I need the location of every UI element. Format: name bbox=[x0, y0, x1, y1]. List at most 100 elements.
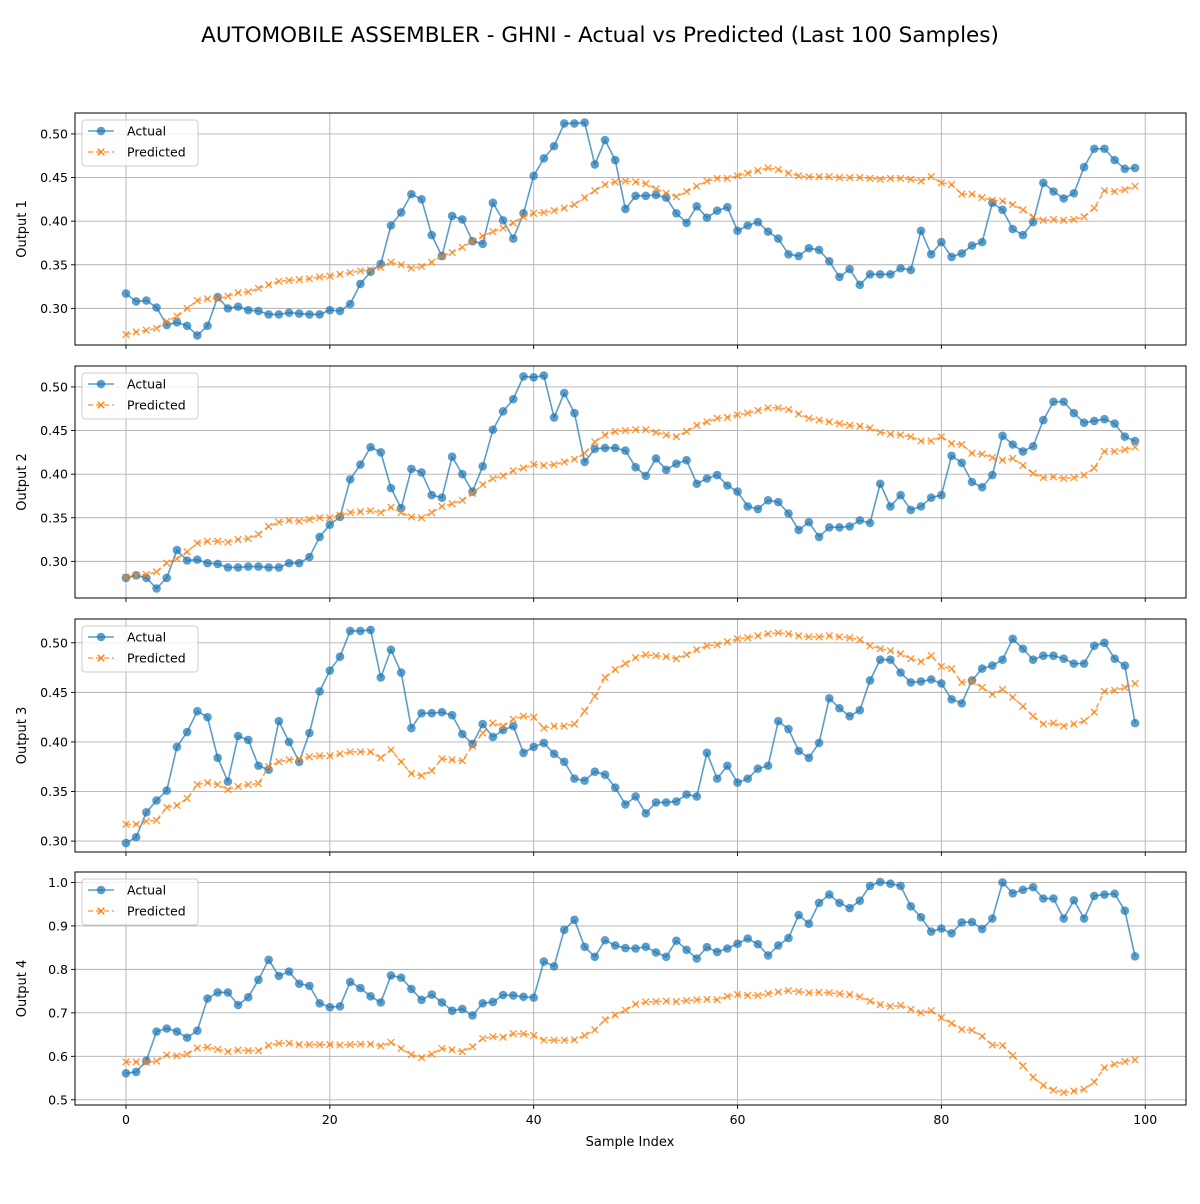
actual-point bbox=[845, 522, 854, 531]
predicted-point bbox=[1039, 216, 1048, 225]
predicted-point bbox=[336, 270, 344, 279]
predicted-point bbox=[458, 496, 467, 505]
actual-point bbox=[529, 171, 538, 181]
predicted-point bbox=[1029, 469, 1037, 478]
actual-point bbox=[386, 971, 396, 980]
predicted-point bbox=[183, 794, 191, 803]
predicted-point bbox=[336, 1041, 344, 1049]
predicted-point bbox=[733, 635, 742, 643]
actual-point bbox=[712, 470, 722, 480]
predicted-point bbox=[478, 232, 487, 240]
predicted-point bbox=[1070, 1087, 1078, 1095]
predicted-point bbox=[489, 1032, 497, 1041]
predicted-point bbox=[162, 803, 171, 812]
actual-point bbox=[478, 462, 488, 471]
actual-point bbox=[1110, 419, 1119, 428]
actual-point bbox=[1089, 416, 1099, 426]
predicted-point bbox=[336, 750, 344, 758]
actual-point bbox=[305, 310, 314, 319]
actual-point bbox=[488, 732, 498, 742]
actual-point bbox=[906, 678, 916, 687]
actual-point bbox=[763, 951, 773, 960]
predicted-point bbox=[907, 175, 915, 184]
actual-point bbox=[957, 918, 967, 927]
actual-point bbox=[437, 493, 447, 502]
predicted-point bbox=[1110, 187, 1119, 196]
actual-point bbox=[723, 481, 732, 490]
actual-point bbox=[937, 924, 946, 933]
actual-point bbox=[1039, 651, 1048, 660]
actual-point bbox=[305, 728, 314, 738]
actual-point bbox=[407, 723, 416, 733]
actual-point bbox=[733, 778, 742, 787]
actual-point bbox=[243, 735, 253, 745]
plot-frame bbox=[74, 365, 1187, 599]
actual-point bbox=[539, 154, 549, 163]
predicted-point bbox=[764, 630, 772, 638]
predicted-point bbox=[570, 720, 579, 728]
predicted-point bbox=[641, 425, 650, 434]
actual-point bbox=[702, 748, 712, 758]
predicted-point bbox=[458, 756, 467, 765]
predicted-point bbox=[264, 522, 273, 531]
actual-point bbox=[967, 917, 977, 927]
predicted-point bbox=[1039, 1081, 1048, 1090]
predicted-point bbox=[132, 820, 140, 829]
y-axis-label: Output 1 bbox=[15, 200, 30, 258]
actual-point bbox=[621, 943, 630, 953]
y-tick-label: 0.8 bbox=[48, 962, 68, 977]
actual-point bbox=[916, 677, 926, 686]
predicted-point bbox=[866, 424, 874, 432]
actual-point bbox=[1069, 659, 1079, 668]
predicted-point bbox=[845, 990, 854, 999]
predicted-point bbox=[173, 801, 181, 810]
actual-point bbox=[1130, 436, 1140, 446]
predicted-point bbox=[397, 1044, 405, 1053]
actual-point bbox=[600, 443, 610, 453]
predicted-point bbox=[376, 263, 385, 272]
predicted-point bbox=[356, 748, 365, 756]
actual-point bbox=[559, 119, 569, 128]
actual-point bbox=[692, 202, 702, 211]
actual-point bbox=[407, 984, 416, 994]
predicted-point bbox=[601, 673, 609, 682]
actual-point bbox=[712, 206, 722, 215]
actual-point bbox=[182, 1033, 192, 1042]
actual-point bbox=[396, 668, 406, 677]
predicted-point bbox=[621, 659, 630, 668]
actual-point bbox=[162, 1024, 172, 1033]
predicted-point bbox=[998, 1041, 1007, 1050]
predicted-point bbox=[907, 654, 915, 663]
predicted-point bbox=[295, 517, 304, 526]
predicted-point bbox=[448, 248, 456, 257]
actual-point bbox=[325, 666, 335, 675]
actual-point bbox=[794, 910, 803, 920]
predicted-point bbox=[1029, 212, 1037, 221]
predicted-point bbox=[387, 746, 395, 754]
predicted-point bbox=[611, 665, 620, 674]
actual-point bbox=[1100, 890, 1109, 899]
predicted-point bbox=[611, 1011, 620, 1019]
predicted-point bbox=[152, 568, 161, 576]
predicted-point bbox=[723, 413, 732, 422]
predicted-point bbox=[876, 644, 885, 653]
predicted-point bbox=[326, 1040, 334, 1049]
predicted-point bbox=[244, 780, 253, 789]
predicted-point bbox=[560, 1036, 569, 1045]
actual-point bbox=[427, 230, 437, 240]
predicted-point bbox=[275, 757, 283, 766]
predicted-point bbox=[978, 683, 986, 692]
actual-point bbox=[580, 776, 589, 785]
predicted-point bbox=[132, 328, 140, 336]
legend-actual-label: Actual bbox=[127, 630, 166, 645]
predicted-point bbox=[224, 1047, 232, 1056]
actual-point bbox=[580, 118, 589, 127]
predicted-point bbox=[1131, 679, 1139, 688]
predicted-point bbox=[866, 174, 874, 183]
predicted-point bbox=[1131, 182, 1139, 191]
predicted-point bbox=[845, 421, 854, 430]
predicted-point bbox=[978, 1032, 986, 1041]
actual-point bbox=[641, 942, 651, 952]
predicted-point bbox=[540, 208, 548, 217]
predicted-point bbox=[315, 513, 324, 522]
